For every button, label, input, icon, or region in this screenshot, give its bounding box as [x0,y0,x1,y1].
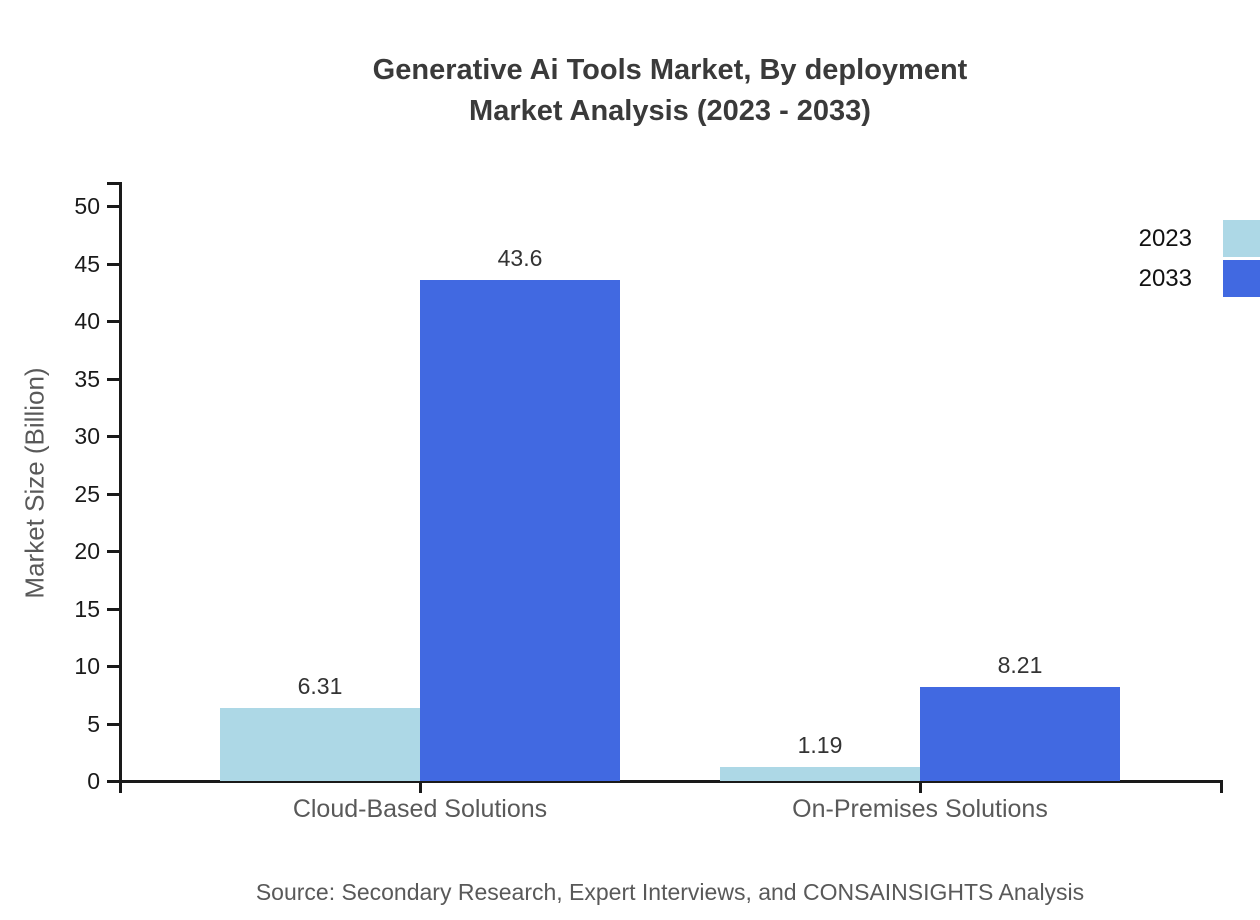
x-axis-end-cap [1220,781,1223,793]
category-label-0: Cloud-Based Solutions [292,795,548,823]
y-tick-label-15: 15 [74,595,100,622]
y-tick-label-35: 35 [74,365,100,392]
x-tick-1 [919,781,922,793]
y-tick-label-40: 40 [74,308,100,334]
y-tick-15 [107,607,121,611]
y-tick-35 [107,377,121,381]
x-axis-line [119,780,1223,783]
legend-swatch-2033 [1223,260,1260,297]
y-tick-label-25: 25 [74,480,100,507]
legend-label-2033: 2033 [1138,265,1192,292]
chart-title-line1: Generative Ai Tools Market, By deploymen… [372,54,968,86]
bar-2023-cat1 [720,767,920,781]
y-tick-label-0: 0 [87,768,100,794]
bar-2033-cat1 [920,686,1120,781]
y-tick-label-45: 45 [74,250,100,277]
bar-2023-cat0 [220,708,420,781]
y-tick-label-30: 30 [74,423,100,449]
value-label-2023-cat1: 1.19 [797,732,843,759]
source-note: Source: Secondary Research, Expert Inter… [255,879,1085,905]
category-label-1: On-Premises Solutions [792,795,1048,823]
y-tick-30 [107,435,121,438]
y-tick-50 [107,205,121,208]
y-tick-20 [107,550,121,553]
value-label-2033-cat0: 43.6 [497,244,543,271]
y-tick-45 [107,262,121,266]
legend-swatch-2023 [1223,220,1260,257]
y-tick-label-20: 20 [74,538,100,564]
y-tick-5 [107,722,121,726]
value-label-2033-cat1: 8.21 [997,651,1043,678]
y-tick-25 [107,492,121,496]
bar-2033-cat0 [420,279,620,781]
y-tick-label-10: 10 [74,653,100,679]
y-tick-0 [107,780,121,783]
legend-label-2023: 2023 [1138,225,1192,252]
y-axis-top-cap [107,182,122,185]
y-tick-label-5: 5 [87,710,100,737]
value-label-2023-cat0: 6.31 [297,673,343,700]
y-axis-line [119,183,122,793]
y-tick-10 [107,665,121,668]
chart-title: Generative Ai Tools Market, By deploymen… [120,50,1220,132]
y-tick-40 [107,320,121,323]
chart-title-line2: Market Analysis (2023 - 2033) [469,95,871,127]
x-tick-0 [419,781,422,793]
y-tick-label-50: 50 [74,193,100,219]
